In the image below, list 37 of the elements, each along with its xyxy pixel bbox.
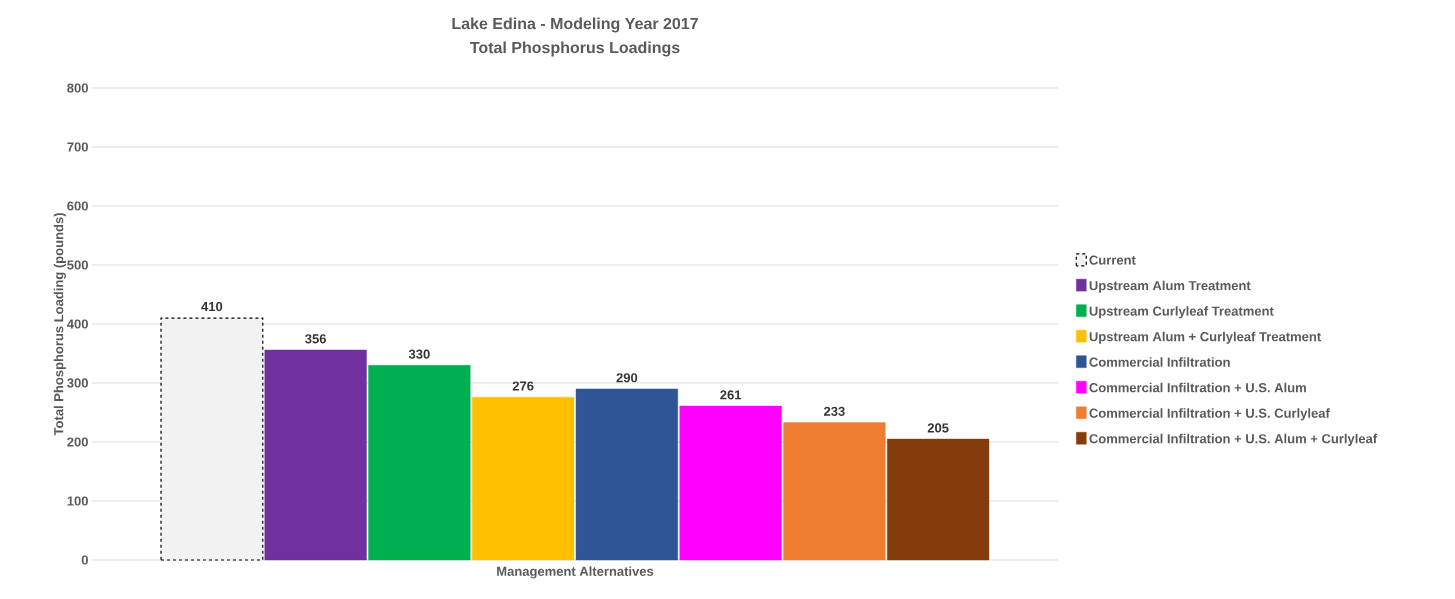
y-tick-label: 100 bbox=[67, 496, 88, 506]
chart-title: Lake Edina - Modeling Year 2017 bbox=[452, 17, 698, 33]
y-tick-label: 400 bbox=[67, 319, 88, 329]
y-tick-label: 700 bbox=[67, 142, 88, 152]
data-label: 330 bbox=[408, 349, 430, 359]
legend-label: Upstream Alum Treatment bbox=[1089, 280, 1251, 293]
legend-label: Commercial Infiltration + U.S. Alum + Curlyleaf bbox=[1089, 433, 1378, 446]
y-tick-label: 300 bbox=[67, 378, 88, 388]
y-tick-label: 800 bbox=[67, 83, 88, 93]
legend-label: Commercial Infiltration + U.S. Curlyleaf bbox=[1089, 408, 1330, 421]
legend-label: Upstream Curlyleaf Treatment bbox=[1089, 306, 1274, 319]
y-tick-label: 0 bbox=[81, 555, 88, 565]
bar bbox=[575, 388, 678, 561]
data-label: 205 bbox=[927, 423, 949, 433]
y-tick-label: 200 bbox=[67, 437, 88, 447]
y-tick-label: 600 bbox=[67, 201, 88, 211]
bar bbox=[679, 405, 782, 561]
data-label: 276 bbox=[512, 381, 534, 391]
y-axis-title: Total Phosphorus Loading (pounds) bbox=[53, 213, 66, 436]
legend-label: Commercial Infiltration bbox=[1089, 357, 1230, 367]
bar bbox=[472, 396, 575, 561]
bar bbox=[264, 349, 367, 561]
legend-label: Upstream Alum + Curlyleaf Treatment bbox=[1089, 331, 1321, 344]
data-label: 261 bbox=[720, 390, 742, 400]
x-axis-title: Management Alternatives bbox=[497, 566, 654, 579]
bar bbox=[368, 365, 471, 561]
data-label: 356 bbox=[305, 334, 327, 344]
bar bbox=[887, 438, 990, 561]
y-tick-label: 500 bbox=[67, 260, 88, 270]
data-label: 233 bbox=[823, 406, 845, 416]
data-label: 290 bbox=[616, 373, 638, 383]
bar bbox=[160, 317, 264, 561]
legend-label: Commercial Infiltration + U.S. Alum bbox=[1089, 382, 1306, 393]
bar bbox=[783, 422, 886, 561]
chart-subtitle: Total Phosphorus Loadings bbox=[470, 41, 680, 57]
data-label: 410 bbox=[201, 301, 223, 312]
legend-label: Current bbox=[1089, 255, 1136, 265]
